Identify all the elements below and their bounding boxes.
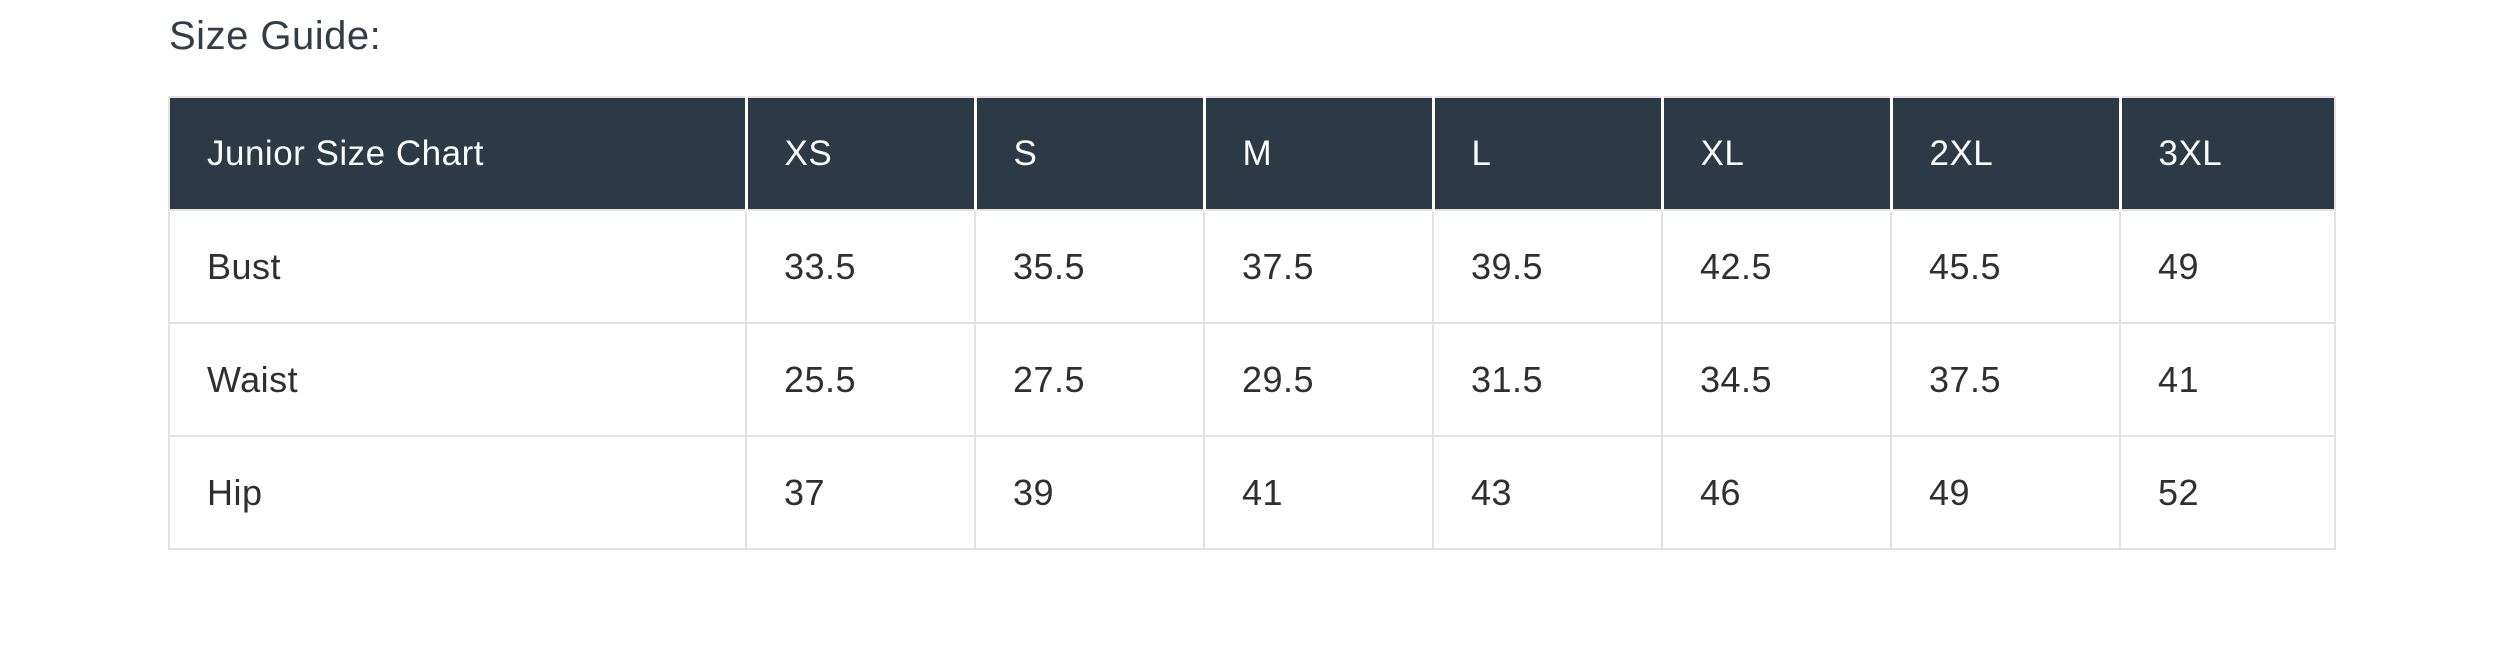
size-value-cell: 39 (975, 436, 1205, 550)
row-label-hip: Hip (169, 436, 747, 550)
size-value-cell: 27.5 (975, 323, 1205, 437)
size-value-cell: 39.5 (1433, 210, 1663, 324)
size-value-cell: 46 (1662, 436, 1892, 550)
column-header-l: L (1433, 97, 1664, 211)
size-value-cell: 33.5 (746, 210, 976, 324)
table-body: Bust 33.5 35.5 37.5 39.5 42.5 45.5 49 Waist 25.5 2… (169, 210, 2335, 550)
size-value-cell: 37 (746, 436, 976, 550)
column-header-m: M (1204, 97, 1435, 211)
row-label-bust: Bust (169, 210, 747, 324)
column-header-3xl: 3XL (2120, 97, 2335, 211)
size-value-cell: 37.5 (1891, 323, 2121, 437)
size-guide-table: Junior Size Chart XS S M L XL 2XL 3XL Bust 33.5 3… (168, 96, 2336, 550)
table-row: Bust 33.5 35.5 37.5 39.5 42.5 45.5 49 (169, 210, 2335, 324)
page-title: Size Guide: (169, 14, 382, 58)
size-value-cell: 49 (1891, 436, 2121, 550)
size-value-cell: 41 (1204, 436, 1434, 550)
table-row: Waist 25.5 27.5 29.5 31.5 34.5 37.5 41 (169, 323, 2335, 437)
size-value-cell: 52 (2120, 436, 2335, 550)
column-header-s: S (975, 97, 1206, 211)
size-value-cell: 25.5 (746, 323, 976, 437)
size-value-cell: 41 (2120, 323, 2335, 437)
column-header-2xl: 2XL (1891, 97, 2122, 211)
size-value-cell: 37.5 (1204, 210, 1434, 324)
size-value-cell: 34.5 (1662, 323, 1892, 437)
size-value-cell: 29.5 (1204, 323, 1434, 437)
size-value-cell: 31.5 (1433, 323, 1663, 437)
table-header-row: Junior Size Chart XS S M L XL 2XL 3XL (169, 97, 2335, 211)
size-value-cell: 42.5 (1662, 210, 1892, 324)
size-value-cell: 35.5 (975, 210, 1205, 324)
table-title-header: Junior Size Chart (169, 97, 748, 211)
table-row: Hip 37 39 41 43 46 49 52 (169, 436, 2335, 550)
column-header-xs: XS (746, 97, 977, 211)
size-value-cell: 49 (2120, 210, 2335, 324)
row-label-waist: Waist (169, 323, 747, 437)
column-header-xl: XL (1662, 97, 1893, 211)
size-value-cell: 43 (1433, 436, 1663, 550)
size-value-cell: 45.5 (1891, 210, 2121, 324)
